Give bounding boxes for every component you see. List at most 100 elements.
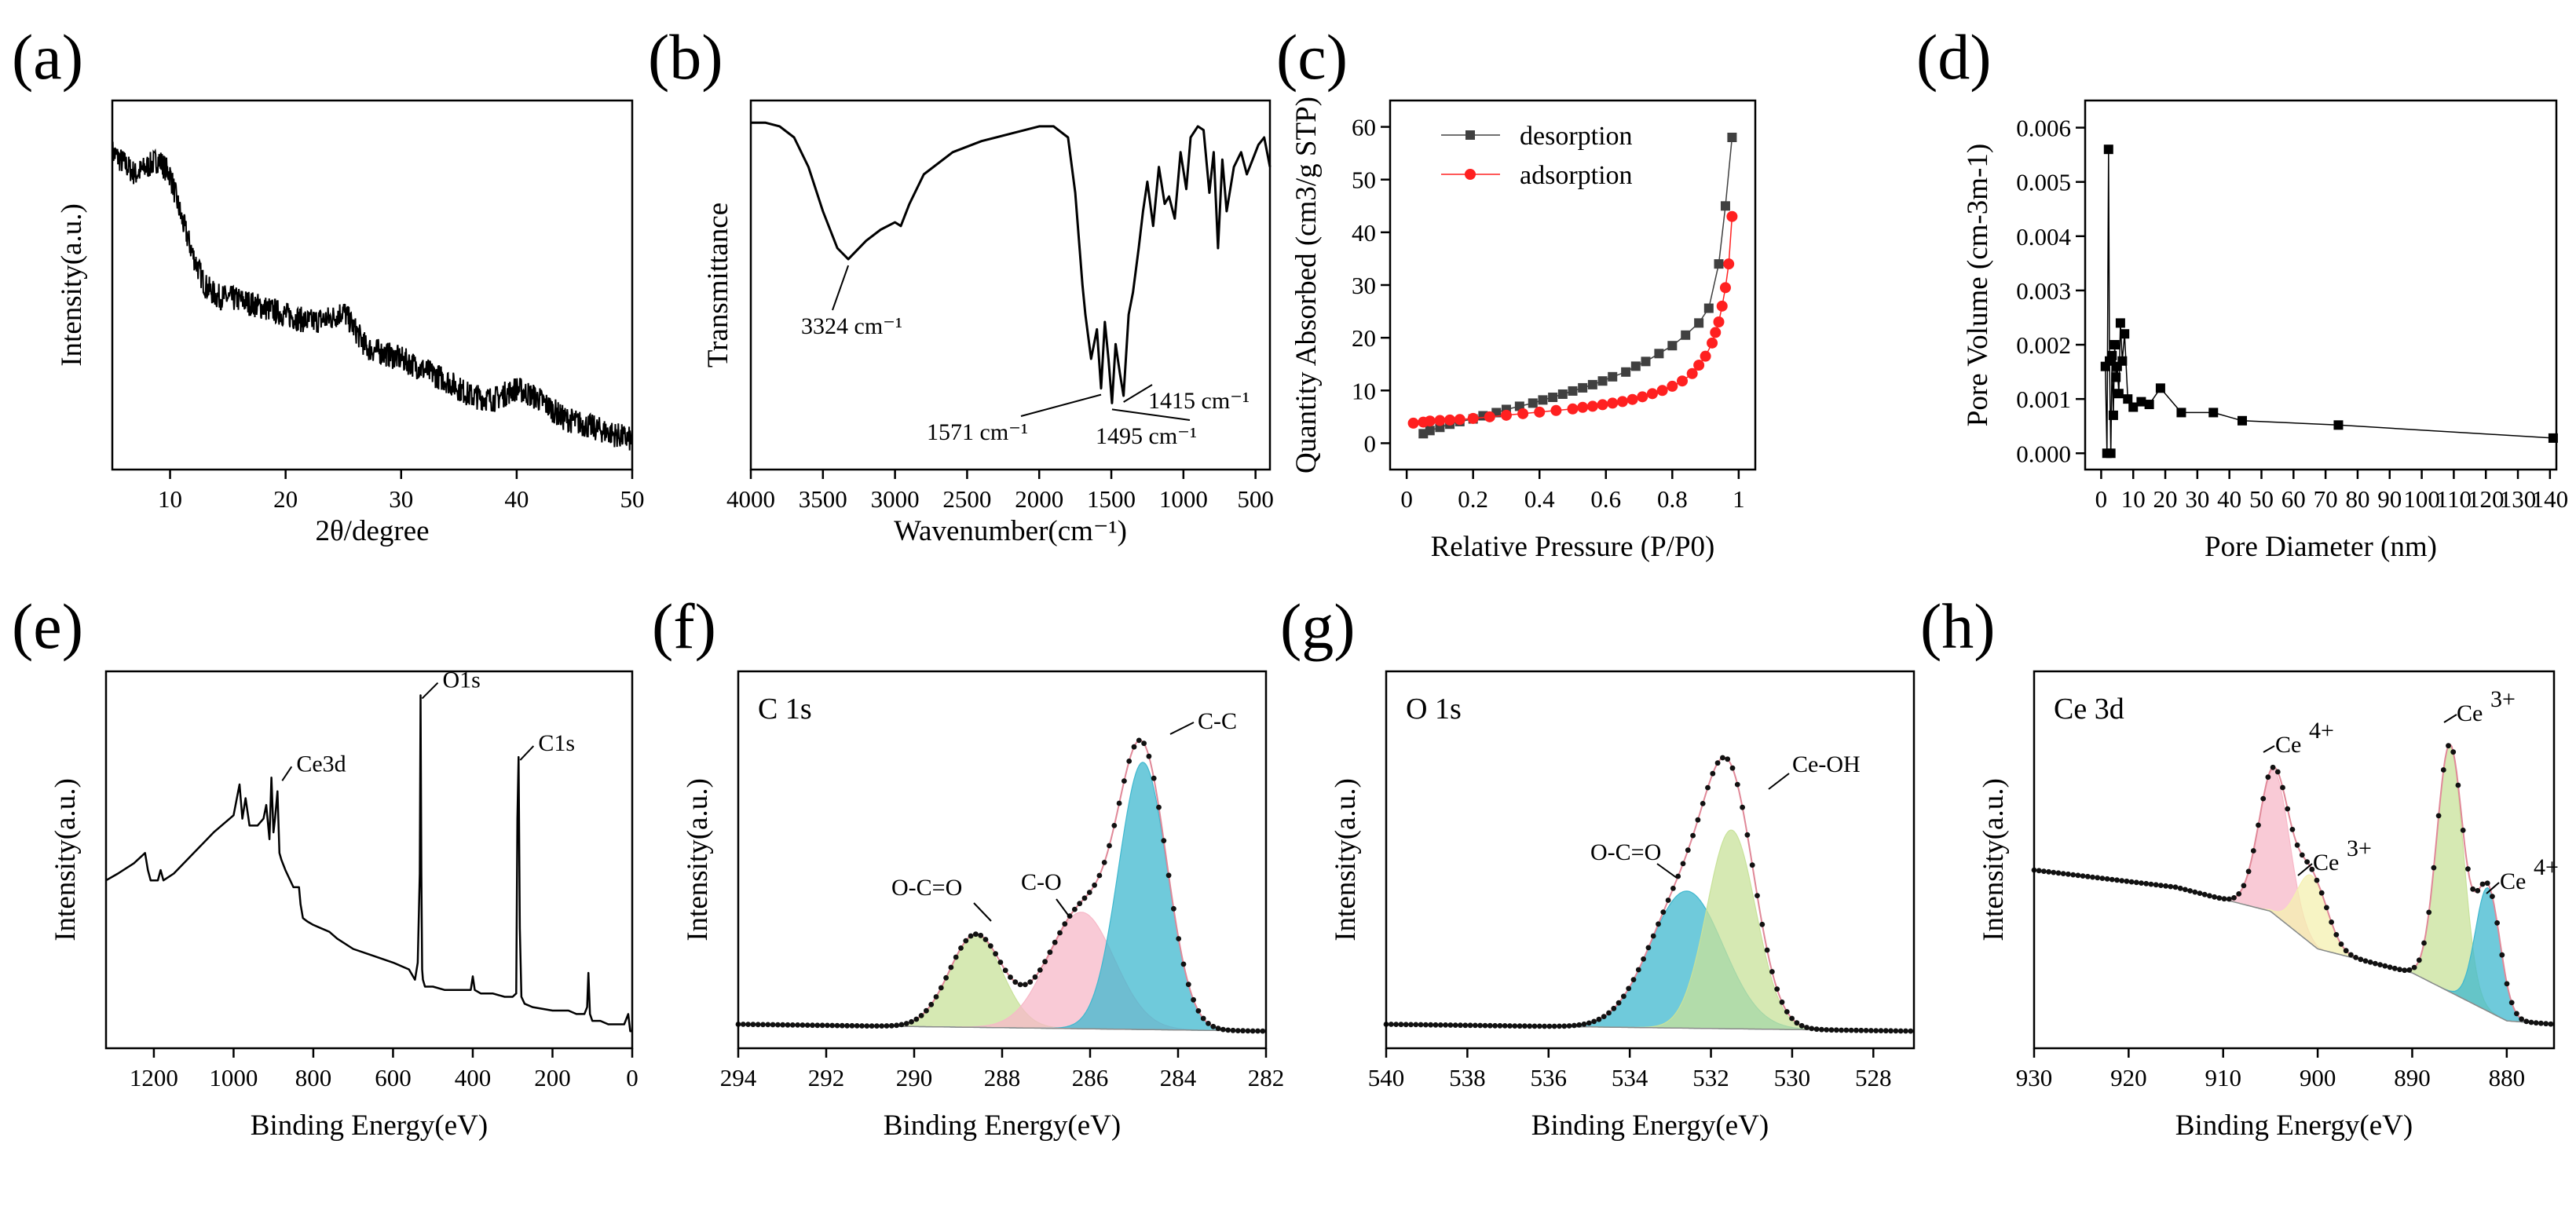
data-point bbox=[2111, 372, 2121, 382]
raw-data-point bbox=[1107, 843, 1112, 849]
x-tick-label: 2000 bbox=[1015, 485, 1063, 513]
data-point-adsorption bbox=[1607, 397, 1619, 409]
raw-data-point bbox=[1210, 1023, 1217, 1029]
data-point bbox=[2136, 397, 2146, 407]
raw-data-point bbox=[968, 933, 974, 939]
annotation-label: 1415 cm⁻¹ bbox=[1148, 388, 1250, 414]
raw-data-point bbox=[1561, 1023, 1568, 1029]
raw-data-point bbox=[804, 1022, 810, 1028]
legend-marker bbox=[1465, 130, 1475, 140]
raw-data-point bbox=[2508, 1000, 2515, 1006]
raw-data-point bbox=[1833, 1027, 1839, 1033]
raw-data-point bbox=[2104, 876, 2110, 882]
raw-data-point bbox=[1492, 1022, 1498, 1029]
panel-f-xps: 294 292 290 288 286 284 282 Binding Energy(eV) I… bbox=[682, 670, 1284, 1142]
data-point-desorption bbox=[1654, 349, 1664, 359]
data-point-desorption bbox=[1667, 341, 1678, 351]
raw-data-point bbox=[2514, 1011, 2519, 1017]
y-tick-label: 10 bbox=[1352, 377, 1376, 404]
raw-data-point bbox=[2221, 896, 2227, 902]
raw-data-point bbox=[2333, 932, 2340, 938]
raw-data-point bbox=[2314, 877, 2320, 883]
raw-data-point bbox=[1171, 905, 1176, 912]
x-tick-label: 3000 bbox=[871, 485, 920, 513]
peak-label: O-C=O bbox=[891, 875, 962, 901]
raw-data-point bbox=[770, 1022, 776, 1028]
raw-data-point bbox=[839, 1022, 845, 1029]
raw-data-point bbox=[1403, 1022, 1409, 1028]
raw-data-point bbox=[1507, 1023, 1513, 1029]
x-tick-label: 1200 bbox=[130, 1064, 178, 1091]
raw-data-point bbox=[1813, 1026, 1820, 1033]
x-axis-label: Binding Energy(eV) bbox=[1531, 1110, 1769, 1142]
raw-data-point bbox=[2377, 962, 2384, 967]
raw-data-point bbox=[1047, 949, 1053, 956]
data-point-desorption bbox=[1703, 303, 1714, 313]
raw-data-point bbox=[898, 1022, 905, 1028]
panel-label: (g) bbox=[1280, 590, 1356, 662]
raw-data-point bbox=[2440, 767, 2446, 773]
x-tick-label: 10 bbox=[2121, 485, 2146, 513]
x-tick-label: 3500 bbox=[799, 485, 847, 513]
raw-data-point bbox=[1621, 993, 1626, 1000]
raw-data-point bbox=[1077, 901, 1083, 907]
raw-data-point bbox=[1185, 982, 1191, 988]
y-axis-label: Quantity Absorbed (cm3/g STP) bbox=[1290, 97, 1323, 473]
region-title: O 1s bbox=[1406, 693, 1462, 726]
data-point-adsorption bbox=[1467, 412, 1479, 424]
annotation-label: 3324 cm⁻¹ bbox=[801, 313, 902, 339]
raw-data-point bbox=[1729, 765, 1736, 771]
raw-data-point bbox=[2362, 958, 2369, 964]
data-point-adsorption bbox=[1677, 375, 1688, 387]
annotation-label: Ce3d bbox=[296, 751, 346, 777]
raw-data-point bbox=[2133, 879, 2139, 886]
x-tick-label: 10 bbox=[158, 485, 182, 513]
x-tick-label: 0.6 bbox=[1590, 485, 1621, 513]
raw-data-point bbox=[1260, 1028, 1266, 1034]
raw-data-point bbox=[1903, 1028, 1908, 1034]
raw-data-point bbox=[2128, 879, 2135, 885]
raw-data-point bbox=[2274, 769, 2281, 775]
raw-data-point bbox=[1769, 969, 1775, 974]
raw-data-point bbox=[1527, 1023, 1533, 1029]
raw-data-point bbox=[1749, 862, 1755, 868]
raw-data-point bbox=[1225, 1027, 1231, 1033]
raw-data-point bbox=[2426, 909, 2432, 916]
raw-data-point bbox=[2285, 806, 2291, 812]
raw-data-point bbox=[1824, 1027, 1830, 1033]
raw-data-point bbox=[2304, 859, 2311, 865]
data-point-adsorption bbox=[1577, 401, 1589, 413]
data-point bbox=[2113, 389, 2124, 399]
raw-data-point bbox=[1626, 985, 1632, 992]
peak-label: Ce bbox=[2500, 868, 2526, 894]
raw-data-point bbox=[874, 1023, 880, 1029]
x-tick-label: 1000 bbox=[1159, 485, 1208, 513]
raw-data-point bbox=[948, 964, 954, 971]
y-tick-label: 50 bbox=[1352, 166, 1376, 194]
x-tick-label: 294 bbox=[720, 1064, 757, 1091]
raw-data-point bbox=[1517, 1023, 1523, 1029]
x-tick-label: 20 bbox=[2153, 485, 2178, 513]
x-axis-label: Binding Energy(eV) bbox=[251, 1110, 488, 1142]
raw-data-point bbox=[2260, 795, 2267, 802]
raw-data-point bbox=[1893, 1028, 1899, 1034]
annotation-label: 1571 cm⁻¹ bbox=[927, 419, 1028, 445]
raw-data-point bbox=[1482, 1022, 1488, 1029]
raw-data-point bbox=[1027, 979, 1034, 985]
data-point bbox=[2109, 340, 2120, 350]
raw-data-point bbox=[1853, 1027, 1859, 1033]
x-tick-label: 50 bbox=[2249, 485, 2274, 513]
x-tick-label: 292 bbox=[808, 1064, 845, 1091]
x-tick-label: 286 bbox=[1072, 1064, 1109, 1091]
data-point-adsorption bbox=[1693, 360, 1705, 371]
x-tick-label: 400 bbox=[455, 1064, 492, 1091]
data-point-adsorption bbox=[1586, 400, 1598, 412]
x-tick-label: 900 bbox=[2300, 1064, 2336, 1091]
peak-label: Ce bbox=[2275, 732, 2301, 758]
panel-label: (h) bbox=[1920, 590, 1996, 662]
raw-data-point bbox=[2280, 784, 2285, 791]
data-point-adsorption bbox=[1700, 350, 1711, 362]
raw-data-point bbox=[2367, 960, 2373, 965]
raw-data-point bbox=[859, 1023, 865, 1029]
raw-data-point bbox=[973, 931, 979, 938]
